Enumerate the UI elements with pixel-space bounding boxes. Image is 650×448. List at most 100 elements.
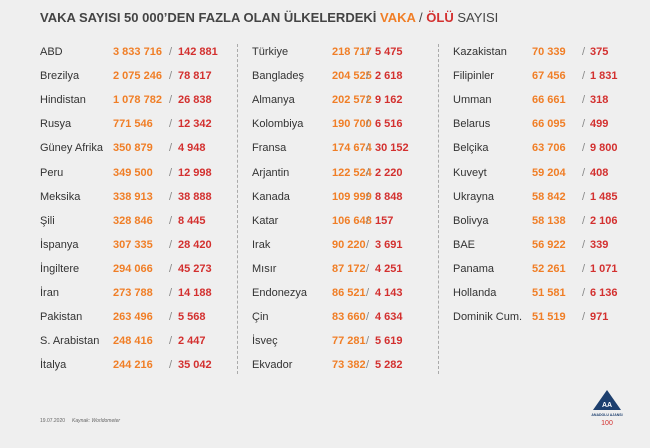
- cases: 294 066: [113, 262, 153, 275]
- separator: /: [169, 46, 173, 58]
- cases: 350 879: [113, 142, 153, 155]
- separator: /: [582, 287, 586, 299]
- separator: /: [169, 190, 173, 203]
- anniversary: 100: [601, 420, 613, 427]
- cases: 263 496: [113, 311, 153, 324]
- separator: /: [582, 311, 586, 324]
- separator: /: [366, 70, 370, 83]
- cases: 87 172: [332, 262, 366, 275]
- cases: 2 075 246: [113, 70, 162, 83]
- cases: 58 138: [532, 214, 566, 227]
- country: Mısır: [252, 262, 277, 275]
- deaths: 1 831: [590, 70, 618, 83]
- deaths: 971: [590, 311, 609, 324]
- country: Türkiye: [252, 46, 289, 58]
- separator: /: [582, 142, 586, 155]
- cases: 106 648: [332, 214, 372, 227]
- separator: /: [169, 142, 173, 155]
- deaths: 1 485: [590, 190, 618, 203]
- separator: /: [169, 359, 173, 372]
- deaths: 408: [590, 166, 609, 179]
- deaths: 339: [590, 238, 609, 251]
- country: Fransa: [252, 142, 287, 155]
- country: Kazakistan: [453, 46, 507, 58]
- cases: 83 660: [332, 311, 366, 324]
- deaths: 8 445: [178, 214, 206, 227]
- country: Umman: [453, 94, 492, 107]
- separator: /: [366, 166, 370, 179]
- country: Dominik Cum.: [453, 311, 523, 324]
- separator: /: [366, 311, 370, 324]
- separator: /: [582, 70, 586, 83]
- country: Belçika: [453, 142, 489, 155]
- separator: /: [366, 335, 370, 348]
- deaths: 375: [590, 46, 609, 58]
- deaths: 5 475: [375, 46, 403, 58]
- cases: 109 999: [332, 190, 372, 203]
- logo-text: AA: [602, 402, 612, 409]
- separator: /: [582, 166, 586, 179]
- separator: /: [366, 118, 370, 131]
- country: Katar: [252, 214, 279, 227]
- cases: 3 833 716: [113, 46, 162, 58]
- cases: 174 674: [332, 142, 372, 155]
- country: İsveç: [252, 335, 278, 348]
- deaths: 30 152: [375, 142, 409, 155]
- country: Ekvador: [252, 359, 293, 372]
- deaths-word: ÖLÜ: [426, 10, 454, 25]
- title: VAKA SAYISI 50 000’DEN FAZLA OLAN ÜLKELE…: [40, 10, 498, 25]
- separator: /: [582, 238, 586, 251]
- separator: /: [366, 238, 370, 251]
- deaths: 5 568: [178, 311, 206, 324]
- cases: 190 700: [332, 118, 372, 131]
- deaths: 78 817: [178, 70, 212, 83]
- country: Bangladeş: [252, 70, 304, 83]
- deaths: 6 136: [590, 287, 618, 299]
- deaths: 2 447: [178, 335, 206, 348]
- country: Irak: [252, 238, 271, 251]
- cases: 58 842: [532, 190, 566, 203]
- deaths: 8 848: [375, 190, 403, 203]
- cases: 52 261: [532, 262, 566, 275]
- deaths: 14 188: [178, 287, 212, 299]
- cases: 66 095: [532, 118, 566, 131]
- logo-mark: [593, 390, 621, 410]
- cases: 51 581: [532, 287, 566, 299]
- source: Kaynak: Worldometer: [72, 418, 121, 424]
- separator: /: [582, 190, 586, 203]
- logo: AA ANADOLU AJANSI 100: [591, 390, 623, 427]
- deaths: 12 342: [178, 118, 212, 131]
- separator: /: [582, 118, 586, 131]
- separator: /: [582, 94, 586, 107]
- cases: 90 220: [332, 238, 366, 251]
- country: Endonezya: [252, 287, 308, 299]
- deaths: 45 273: [178, 262, 212, 275]
- country: Hindistan: [40, 94, 86, 107]
- date: 19.07.2020: [40, 418, 66, 424]
- deaths: 38 888: [178, 190, 212, 203]
- deaths: 26 838: [178, 94, 212, 107]
- title-suffix: SAYISI: [457, 10, 499, 25]
- country: Kolombiya: [252, 118, 304, 131]
- cases: 122 524: [332, 166, 372, 179]
- cases: 338 913: [113, 190, 153, 203]
- deaths: 5 282: [375, 359, 403, 372]
- country: İran: [40, 287, 59, 299]
- cases: 73 382: [332, 359, 366, 372]
- separator: /: [582, 262, 586, 275]
- country: ABD: [40, 46, 63, 58]
- country: Pakistan: [40, 311, 83, 324]
- cases: 244 216: [113, 359, 153, 372]
- country: Panama: [453, 262, 494, 275]
- separator: /: [366, 262, 370, 275]
- cases: 59 204: [532, 166, 566, 179]
- cases: 77 281: [332, 335, 366, 348]
- country: Ukrayna: [453, 190, 494, 203]
- deaths: 9 800: [590, 142, 618, 155]
- country: Bolivya: [453, 214, 489, 227]
- separator: /: [169, 335, 173, 348]
- deaths: 28 420: [178, 238, 212, 251]
- deaths: 5 619: [375, 335, 403, 348]
- separator: /: [366, 214, 370, 227]
- separator: /: [366, 46, 370, 58]
